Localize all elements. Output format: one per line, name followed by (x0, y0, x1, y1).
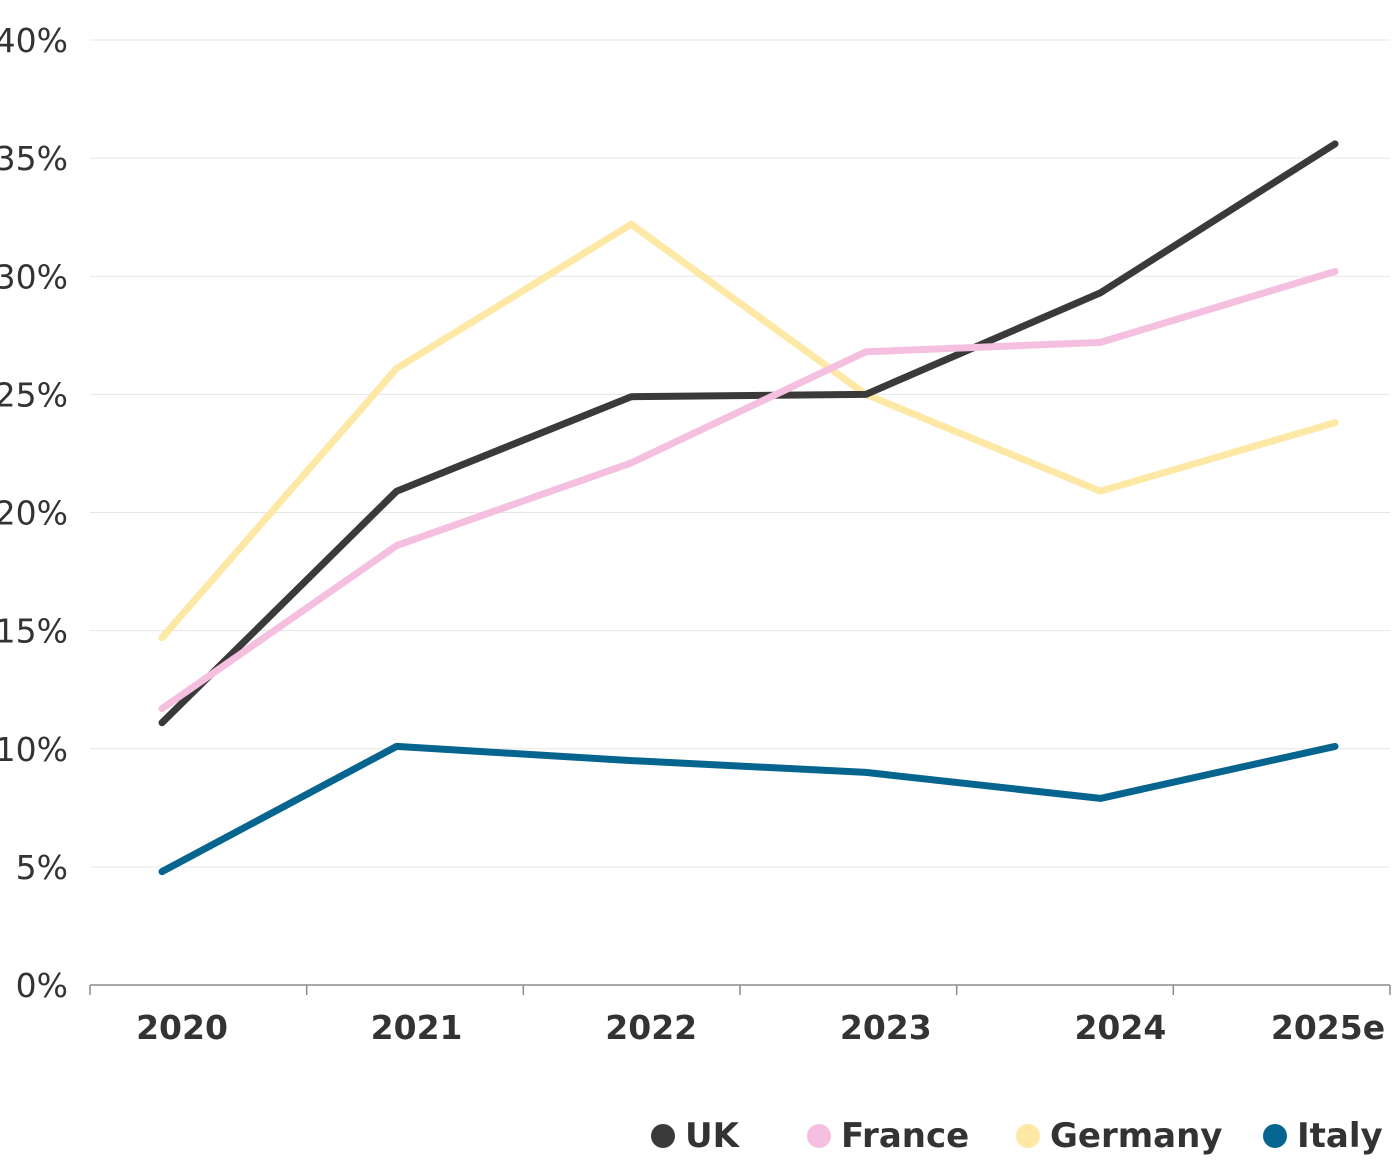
series-line-uk (158, 140, 1339, 727)
legend-item-germany: Germany (1016, 1116, 1222, 1156)
legend-item-france: France (807, 1116, 969, 1156)
y-tick-label: 0% (16, 966, 68, 1005)
y-tick-label: 40% (0, 21, 68, 60)
x-tick-label: 2020 (136, 1008, 228, 1047)
gridlines (90, 39, 1390, 868)
y-axis-labels: 0% 5% 10% 15% 20% 25% 30% 35% 40% (0, 21, 68, 1005)
legend-label: Italy (1297, 1116, 1383, 1156)
y-tick-label: 25% (0, 375, 68, 414)
y-tick-label: 20% (0, 494, 68, 533)
series-line-france (158, 268, 1339, 713)
legend-label: UK (685, 1116, 741, 1156)
y-tick-label: 15% (0, 612, 68, 651)
x-axis (89, 984, 1391, 995)
y-tick-label: 5% (16, 848, 68, 887)
series-line-italy (158, 742, 1339, 876)
legend-label: France (841, 1116, 969, 1156)
x-axis-labels: 2020 2021 2022 2023 2024 2025e (136, 1008, 1385, 1047)
legend: UK France Germany Italy (651, 1116, 1383, 1156)
x-tick-label: 2023 (840, 1008, 932, 1047)
series-line-germany (158, 220, 1339, 642)
x-tick-label: 2024 (1074, 1008, 1166, 1047)
legend-marker (807, 1124, 831, 1148)
legend-marker (1016, 1124, 1040, 1148)
series-lines (158, 140, 1339, 876)
y-tick-label: 10% (0, 730, 68, 769)
legend-item-uk: UK (651, 1116, 741, 1156)
legend-marker (651, 1124, 675, 1148)
legend-label: Germany (1050, 1116, 1222, 1156)
x-tick-label: 2022 (605, 1008, 697, 1047)
x-tick-label: 2025e (1271, 1008, 1385, 1047)
y-tick-label: 35% (0, 139, 68, 178)
legend-marker (1263, 1124, 1287, 1148)
y-tick-label: 30% (0, 257, 68, 296)
x-tick-label: 2021 (371, 1008, 463, 1047)
legend-item-italy: Italy (1263, 1116, 1383, 1156)
